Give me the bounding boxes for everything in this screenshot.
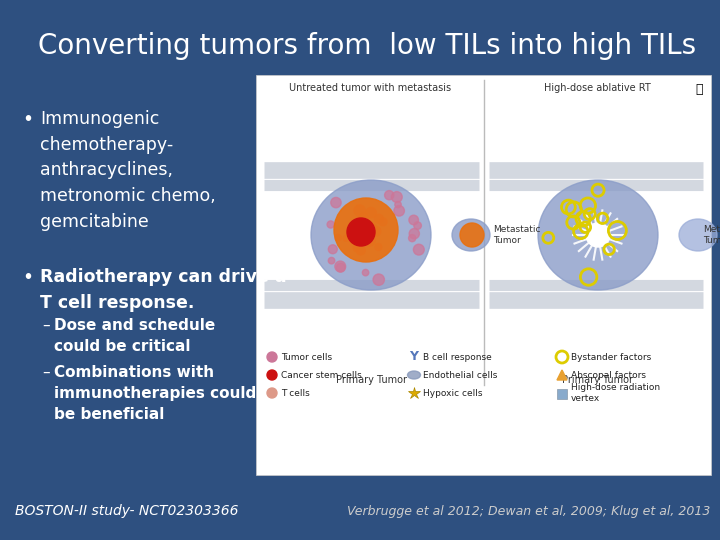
- Text: Converting tumors from  low TILs into high TILs: Converting tumors from low TILs into hig…: [38, 32, 696, 60]
- Text: Metastatic
Tumor: Metastatic Tumor: [703, 225, 720, 245]
- Circle shape: [335, 261, 346, 272]
- Circle shape: [375, 244, 382, 251]
- Circle shape: [359, 222, 370, 233]
- Circle shape: [328, 245, 337, 254]
- Text: B cell response: B cell response: [423, 353, 492, 361]
- Circle shape: [460, 223, 484, 247]
- Text: BOSTON-II study- NCT02303366: BOSTON-II study- NCT02303366: [15, 504, 238, 518]
- Circle shape: [347, 218, 375, 246]
- Text: Cancer stem cells: Cancer stem cells: [281, 370, 361, 380]
- FancyBboxPatch shape: [256, 75, 711, 475]
- Text: Abscopal factors: Abscopal factors: [571, 370, 646, 380]
- Text: T cells: T cells: [281, 388, 310, 397]
- Circle shape: [586, 223, 610, 247]
- Circle shape: [373, 274, 384, 285]
- Circle shape: [336, 264, 345, 272]
- Text: Untreated tumor with metastasis: Untreated tumor with metastasis: [289, 83, 451, 93]
- Circle shape: [392, 192, 402, 202]
- Ellipse shape: [311, 180, 431, 290]
- Circle shape: [356, 227, 366, 236]
- Ellipse shape: [408, 371, 420, 379]
- Circle shape: [414, 222, 421, 230]
- Circle shape: [343, 235, 349, 241]
- Circle shape: [335, 234, 341, 241]
- Circle shape: [355, 217, 364, 226]
- Text: Endothelial cells: Endothelial cells: [423, 370, 498, 380]
- Text: Hypoxic cells: Hypoxic cells: [423, 388, 482, 397]
- Circle shape: [356, 246, 365, 255]
- Circle shape: [267, 352, 277, 362]
- Circle shape: [353, 245, 359, 252]
- Circle shape: [362, 269, 369, 276]
- Text: Metastatic
Tumor: Metastatic Tumor: [493, 225, 541, 245]
- Ellipse shape: [452, 219, 490, 251]
- Circle shape: [368, 223, 376, 231]
- Text: –: –: [42, 318, 50, 333]
- Circle shape: [408, 234, 415, 242]
- Circle shape: [374, 214, 384, 224]
- Circle shape: [352, 219, 363, 230]
- Text: •: •: [22, 110, 33, 129]
- Circle shape: [395, 201, 401, 208]
- FancyBboxPatch shape: [557, 389, 567, 399]
- Circle shape: [394, 206, 405, 216]
- Circle shape: [379, 218, 387, 226]
- Circle shape: [369, 225, 377, 233]
- Circle shape: [358, 239, 364, 246]
- Text: Immunogenic
chemotherapy-
anthracyclines,
metronomic chemo,
gemcitabine: Immunogenic chemotherapy- anthracyclines…: [40, 110, 216, 231]
- Circle shape: [334, 198, 398, 262]
- Text: Dose and schedule
could be critical: Dose and schedule could be critical: [54, 318, 215, 354]
- Circle shape: [359, 213, 369, 223]
- Text: •: •: [22, 268, 33, 287]
- Circle shape: [267, 370, 277, 380]
- Circle shape: [366, 207, 377, 218]
- Circle shape: [358, 238, 364, 245]
- Text: High-dose ablative RT: High-dose ablative RT: [544, 83, 651, 93]
- Circle shape: [363, 221, 373, 232]
- Circle shape: [349, 223, 359, 233]
- Circle shape: [413, 244, 424, 255]
- Circle shape: [352, 233, 364, 245]
- Circle shape: [364, 234, 375, 246]
- Ellipse shape: [538, 180, 658, 290]
- Circle shape: [354, 205, 365, 217]
- Text: Y: Y: [410, 350, 418, 363]
- Text: Primary Tumor: Primary Tumor: [562, 375, 634, 385]
- Text: Tumor cells: Tumor cells: [281, 353, 332, 361]
- Text: 🔍: 🔍: [696, 83, 703, 96]
- Circle shape: [327, 221, 334, 228]
- Text: Radiotherapy can drive a
T cell response.: Radiotherapy can drive a T cell response…: [40, 268, 287, 312]
- Ellipse shape: [679, 219, 717, 251]
- Circle shape: [328, 258, 335, 264]
- Circle shape: [371, 226, 381, 236]
- Text: Primary Tumor: Primary Tumor: [336, 375, 407, 385]
- Polygon shape: [557, 370, 567, 380]
- Text: –: –: [42, 365, 50, 380]
- Circle shape: [330, 198, 341, 208]
- Circle shape: [409, 215, 418, 225]
- Text: Combinations with
immunotherapies could
be beneficial: Combinations with immunotherapies could …: [54, 365, 256, 422]
- Text: Bystander factors: Bystander factors: [571, 353, 652, 361]
- Circle shape: [409, 228, 420, 239]
- Text: Verbrugge et al 2012; Dewan et al, 2009; Klug et al, 2013: Verbrugge et al 2012; Dewan et al, 2009;…: [346, 505, 710, 518]
- Circle shape: [267, 388, 277, 398]
- Circle shape: [384, 191, 394, 200]
- Text: High-dose radiation
vertex: High-dose radiation vertex: [571, 383, 660, 403]
